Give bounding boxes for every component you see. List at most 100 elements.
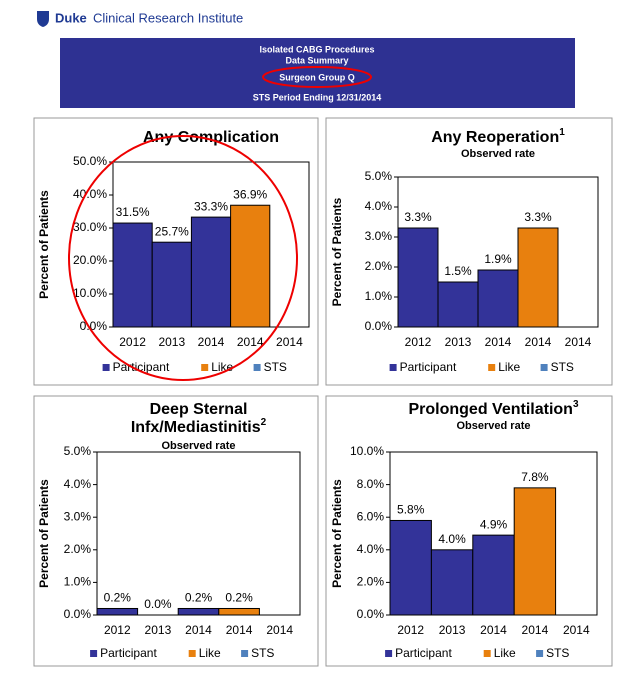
y-tick-label: 20.0% (73, 253, 107, 267)
highlight-ellipse (262, 66, 372, 88)
legend-swatch (536, 650, 544, 657)
logo-shield (37, 11, 49, 27)
chart-subtitle: Observed rate (162, 440, 236, 452)
value-label: 25.7% (155, 224, 189, 238)
legend-label: STS (551, 360, 574, 374)
x-tick-label: 2014 (185, 623, 212, 637)
legend-swatch (241, 650, 249, 657)
y-tick-label: 2.0% (357, 575, 385, 589)
y-tick-label: 3.0% (64, 509, 92, 523)
value-label: 1.9% (484, 252, 512, 266)
panel (33, 117, 319, 386)
y-tick-label: 5.0% (64, 444, 92, 458)
header-line: Surgeon Group Q (279, 72, 355, 82)
value-label: 5.8% (397, 503, 425, 517)
x-tick-label: 2014 (480, 623, 507, 637)
highlight-ellipse (68, 135, 298, 381)
panel (325, 395, 613, 667)
y-tick-label: 6.0% (357, 509, 385, 523)
bar (472, 534, 515, 616)
value-label: 0.2% (225, 591, 253, 605)
bar (477, 269, 519, 328)
x-tick-label: 2014 (237, 335, 264, 349)
legend-swatch (188, 650, 196, 657)
value-label: 36.9% (233, 187, 267, 201)
bar (517, 227, 559, 328)
panel (325, 117, 613, 386)
y-axis-label: Percent of Patients (330, 197, 344, 306)
y-tick-label: 0.0% (64, 607, 92, 621)
bar (190, 216, 232, 328)
legend-swatch (253, 364, 261, 371)
y-axis-label: Percent of Patients (37, 479, 51, 588)
x-tick-label: 2014 (266, 623, 293, 637)
bar (437, 281, 479, 328)
chart-title: Prolonged Ventilation3 (408, 399, 578, 419)
legend-label: Participant (100, 646, 157, 660)
bar (218, 607, 260, 616)
x-tick-label: 2012 (397, 623, 424, 637)
bar (389, 519, 432, 616)
legend-swatch (389, 364, 397, 371)
y-tick-label: 0.0% (365, 319, 393, 333)
legend-label: STS (251, 646, 274, 660)
value-label: 1.5% (444, 264, 472, 278)
y-tick-label: 2.0% (64, 542, 92, 556)
legend-label: Participant (400, 360, 457, 374)
y-tick-label: 4.0% (357, 542, 385, 556)
legend-swatch (201, 364, 209, 371)
chart-title-line: Prolonged Ventilation (408, 401, 572, 418)
legend-label: Participant (395, 646, 452, 660)
bar (397, 227, 439, 328)
x-tick-label: 2013 (445, 335, 472, 349)
value-label: 0.0% (144, 597, 172, 611)
chart-title: Any Complication (143, 129, 279, 146)
y-tick-label: 10.0% (73, 286, 107, 300)
chart-title-line: Infx/Mediastinitis (131, 419, 261, 436)
chart-title: Any Reoperation1 (431, 127, 565, 147)
x-tick-label: 2012 (119, 335, 146, 349)
chart-title-line: Any Reoperation (431, 129, 559, 146)
y-axis-label: Percent of Patients (330, 479, 344, 588)
y-tick-label: 1.0% (365, 289, 393, 303)
y-tick-label: 0.0% (80, 319, 108, 333)
y-tick-label: 0.0% (357, 607, 385, 621)
y-tick-label: 50.0% (73, 154, 107, 168)
x-tick-label: 2014 (563, 623, 590, 637)
bar (513, 487, 557, 616)
bar (177, 607, 220, 616)
header-line: Isolated CABG Procedures (259, 44, 374, 54)
chart-title-line: Deep Sternal (150, 401, 248, 418)
x-tick-label: 2014 (565, 335, 592, 349)
y-tick-label: 8.0% (357, 477, 385, 491)
value-label: 3.3% (404, 210, 432, 224)
legend-label: Like (494, 646, 516, 660)
y-tick-label: 3.0% (365, 229, 393, 243)
y-tick-label: 10.0% (350, 444, 384, 458)
bar (96, 607, 139, 616)
x-tick-label: 2014 (525, 335, 552, 349)
x-tick-label: 2013 (145, 623, 172, 637)
x-tick-label: 2013 (439, 623, 466, 637)
value-label: 33.3% (194, 199, 228, 213)
logo-institute: Clinical Research Institute (93, 10, 243, 25)
y-tick-label: 5.0% (365, 169, 393, 183)
title-superscript: 3 (573, 399, 579, 410)
chart-title: Deep Sternal (150, 401, 248, 418)
bar (112, 222, 153, 328)
legend-swatch (102, 364, 110, 371)
x-tick-label: 2014 (198, 335, 225, 349)
bar (151, 241, 192, 328)
x-tick-label: 2013 (158, 335, 185, 349)
bar (430, 549, 474, 616)
chart-title: Infx/Mediastinitis2 (131, 417, 267, 437)
legend-swatch (488, 364, 496, 371)
value-label: 3.3% (524, 210, 552, 224)
legend-swatch (483, 650, 491, 657)
legend-label: STS (264, 360, 287, 374)
header-line: STS Period Ending 12/31/2014 (253, 92, 382, 102)
value-label: 4.9% (480, 517, 508, 531)
y-axis-label: Percent of Patients (37, 190, 51, 299)
panel (33, 395, 319, 667)
